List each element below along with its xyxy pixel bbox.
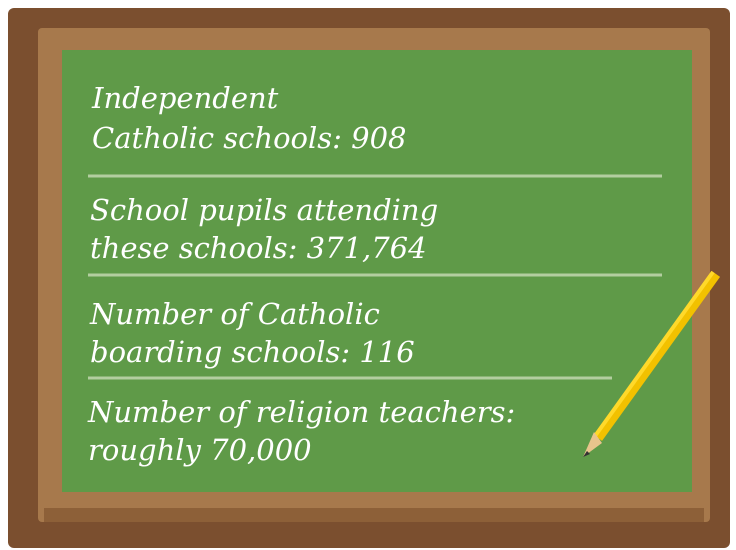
pencil [583, 270, 721, 457]
fact-text: Catholic schools: 908 [92, 121, 407, 155]
fact-text: roughly 70,000 [88, 433, 312, 467]
frame-shadow [44, 508, 704, 522]
fact-text: these schools: 371,764 [90, 231, 427, 265]
fact-text: Number of religion teachers: [87, 395, 515, 429]
chalkboard [62, 50, 692, 492]
fact-text: Number of Catholic [89, 297, 380, 331]
fact-text: Independent [91, 81, 279, 115]
fact-text: boarding schools: 116 [90, 335, 415, 369]
fact-text: School pupils attending [90, 193, 438, 227]
